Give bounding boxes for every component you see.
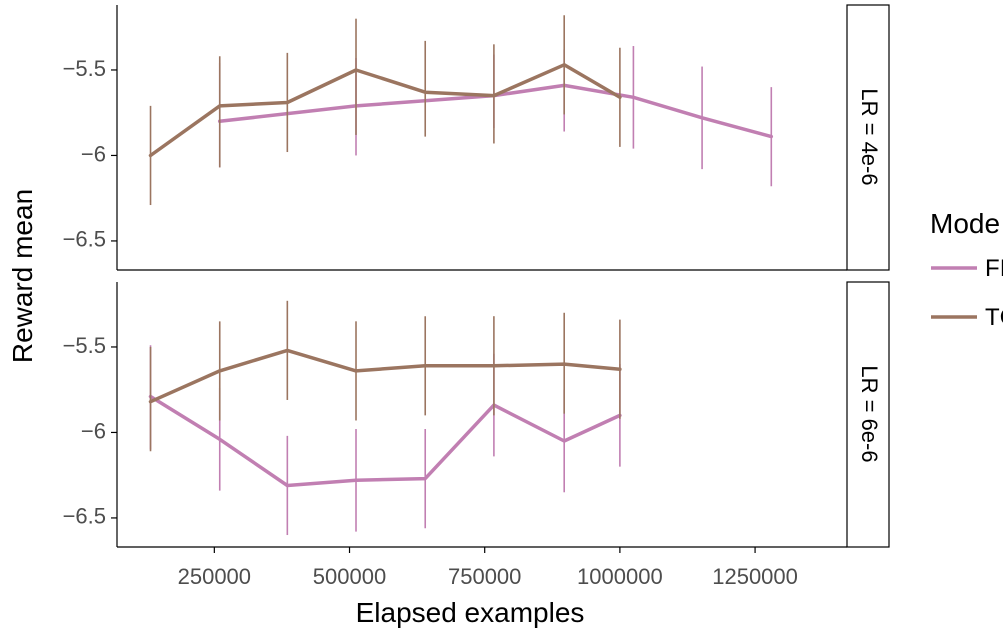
panel-1-strip bbox=[846, 4, 890, 271]
x-tick-label: 500000 bbox=[313, 564, 386, 589]
series-line-tc bbox=[148, 348, 622, 404]
y-tick-label: −5.5 bbox=[63, 56, 106, 81]
x-axis-ticks: 250000 500000 750000 1000000 1250000 bbox=[178, 547, 798, 589]
y-tick-label: −6.5 bbox=[63, 504, 106, 529]
panel-2-strip bbox=[846, 281, 890, 548]
x-tick-label: 1250000 bbox=[712, 564, 798, 589]
y-tick-label: −6.5 bbox=[63, 227, 106, 252]
series-line-fi bbox=[148, 394, 622, 488]
series-line-tc bbox=[148, 63, 622, 158]
legend-label-fi: FI bbox=[985, 255, 1003, 282]
legend-title: Mode bbox=[930, 208, 1000, 239]
y-tick-label: −6 bbox=[81, 141, 106, 166]
panel-1-strip-label: LR = 4e-6 bbox=[857, 88, 882, 185]
x-tick-label: 250000 bbox=[178, 564, 251, 589]
legend-label-tc: TC bbox=[985, 304, 1003, 331]
x-tick-label: 750000 bbox=[448, 564, 521, 589]
x-tick-label: 1000000 bbox=[577, 564, 663, 589]
x-axis-label: Elapsed examples bbox=[356, 597, 585, 628]
y-tick-label: −5.5 bbox=[63, 333, 106, 358]
legend: Mode FI TC bbox=[930, 208, 1003, 331]
y-tick-label: −6 bbox=[81, 418, 106, 443]
y-axis-label: Reward mean bbox=[7, 189, 38, 363]
panel-lr-6e-6: LR = 6e-6 −5.5 −6 −6.5 bbox=[63, 281, 890, 548]
panel-lr-4e-6: LR = 4e-6 −5.5 −6 −6.5 bbox=[63, 4, 890, 271]
panel-2-strip-label: LR = 6e-6 bbox=[857, 365, 882, 462]
